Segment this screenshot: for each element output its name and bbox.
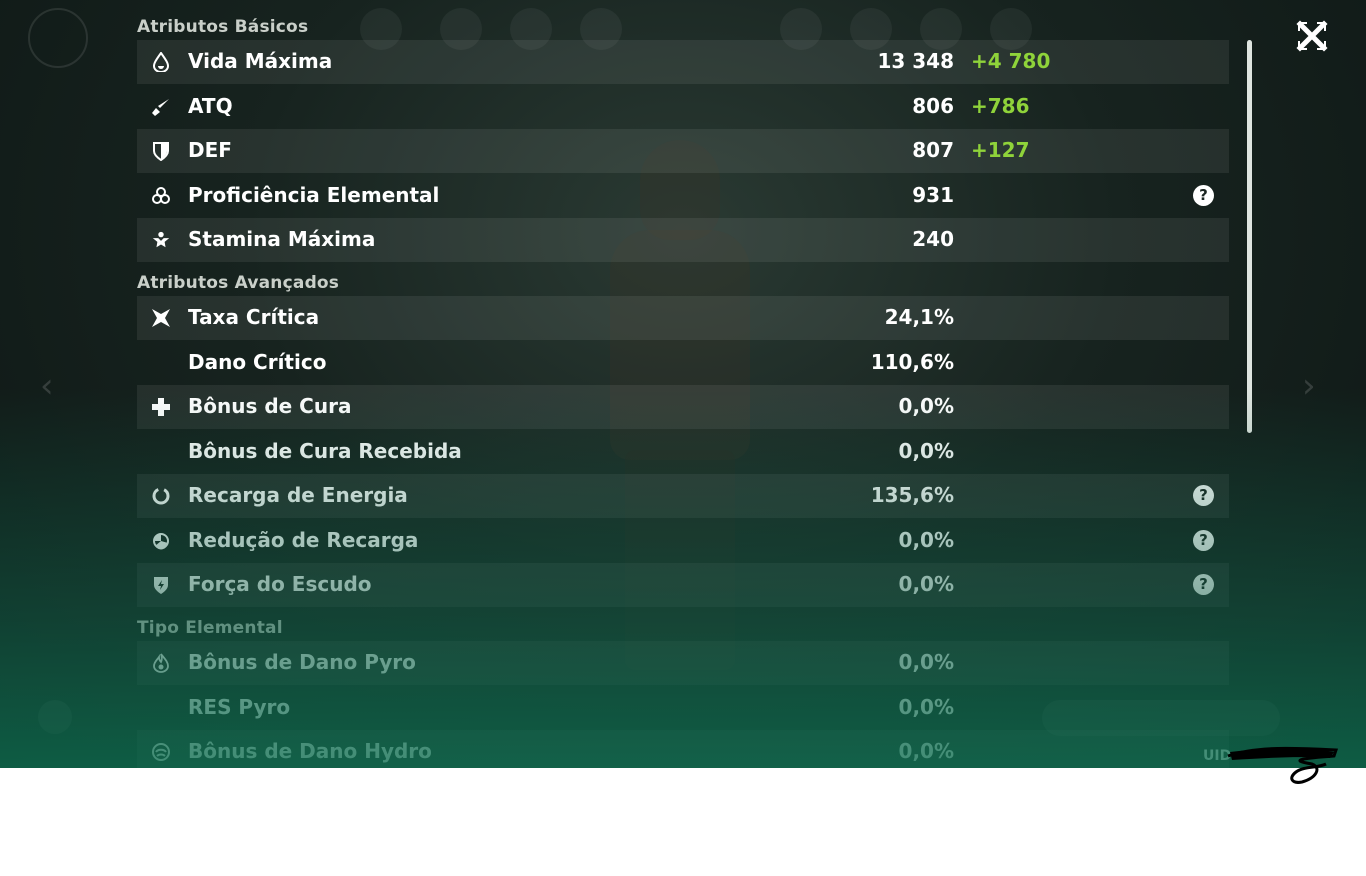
- background-party-avatar: [440, 8, 482, 50]
- stat-value: 0,0%: [898, 527, 954, 552]
- stat-bonus: +786: [971, 93, 1030, 118]
- uid-label: UID: [1203, 748, 1232, 764]
- stat-value: 135,6%: [870, 483, 954, 507]
- background-character-body: [610, 230, 750, 460]
- background-party-avatar: [510, 8, 552, 50]
- stat-value: 0,0%: [898, 394, 954, 418]
- atk-sword-icon: [151, 97, 171, 117]
- stat-row-bonus-de-dano-hydro: Bônus de Dano Hydro 0,0%: [137, 730, 1229, 768]
- stat-row-bonus-de-dano-pyro: Bônus de Dano Pyro 0,0%: [137, 641, 1229, 685]
- stat-bonus: +127: [971, 138, 1030, 162]
- stat-value: 807: [912, 138, 954, 162]
- stat-value: 0,0%: [898, 572, 954, 596]
- stat-label: Bônus de Cura: [188, 394, 352, 418]
- stat-label: Vida Máxima: [188, 49, 333, 73]
- background-settings-icon: [38, 700, 72, 734]
- hp-drop-icon: [151, 52, 171, 72]
- section-title-advanced: Atributos Avançados: [137, 273, 340, 293]
- background-party-avatar: [850, 8, 892, 50]
- stat-label: RES Pyro: [188, 694, 291, 719]
- close-button[interactable]: [1296, 20, 1328, 52]
- stat-row-reducao-de-recarga: Redução de Recarga 0,0%?: [137, 519, 1229, 563]
- stat-label: Bônus de Dano Pyro: [188, 650, 416, 674]
- stat-value: 0,0%: [898, 694, 954, 719]
- stat-label: ATQ: [188, 93, 233, 118]
- stat-row-def: DEF 807 +127: [137, 129, 1229, 173]
- background-party-avatar: [360, 8, 402, 50]
- background-right-arrow-icon: ›: [1302, 366, 1316, 406]
- stat-row-bonus-de-cura: Bônus de Cura 0,0%: [137, 385, 1229, 429]
- background-character-legs: [625, 450, 735, 670]
- background-party-avatar: [580, 8, 622, 50]
- elemental-mastery-icon: [151, 186, 171, 206]
- stat-value: 0,0%: [898, 739, 954, 763]
- background-menu-icon: [28, 8, 88, 68]
- close-icon: [1296, 20, 1328, 52]
- stat-row-atq: ATQ 806 +786: [137, 85, 1229, 129]
- stat-row-stamina-maxima: Stamina Máxima 240: [137, 218, 1229, 262]
- stat-label: Taxa Crítica: [188, 305, 320, 329]
- stat-label: Recarga de Energia: [188, 483, 408, 507]
- stat-label: Redução de Recarga: [188, 527, 419, 552]
- stat-label: DEF: [188, 138, 232, 162]
- stat-value: 110,6%: [870, 349, 954, 374]
- help-icon[interactable]: ?: [1193, 574, 1214, 595]
- stat-value: 806: [912, 93, 954, 118]
- help-icon[interactable]: ?: [1193, 485, 1214, 506]
- game-screen: ‹ › Atributos Básicos Vida Máxima 13 348 +…: [0, 0, 1366, 768]
- section-title-elemental: Tipo Elemental: [137, 618, 283, 638]
- stat-row-res-pyro: RES Pyro 0,0%: [137, 686, 1229, 730]
- stat-label: Proficiência Elemental: [188, 182, 440, 207]
- stat-row-vida-maxima: Vida Máxima 13 348 +4 780: [137, 40, 1229, 84]
- section-title-basic: Atributos Básicos: [137, 17, 309, 37]
- background-left-arrow-icon: ‹: [40, 366, 54, 406]
- stat-row-bonus-de-cura-recebida: Bônus de Cura Recebida 0,0%: [137, 430, 1229, 474]
- help-icon[interactable]: ?: [1193, 529, 1214, 551]
- healing-cross-icon: [151, 397, 171, 417]
- pyro-icon: [151, 653, 171, 673]
- stat-row-forca-do-escudo: Força do Escudo 0,0%?: [137, 563, 1229, 607]
- stat-label: Bônus de Dano Hydro: [188, 739, 432, 763]
- attributes-panel: Atributos Básicos Vida Máxima 13 348 +4 78…: [137, 0, 1229, 768]
- stat-label: Bônus de Cura Recebida: [188, 438, 462, 463]
- cd-reduction-icon: [151, 531, 171, 551]
- background-party-avatar: [920, 8, 962, 50]
- stat-value: 240: [912, 227, 954, 251]
- background-character-head: [640, 140, 720, 240]
- stat-row-proficiencia-elemental: Proficiência Elemental 931?: [137, 174, 1229, 218]
- stat-label: Dano Crítico: [188, 349, 327, 374]
- help-icon[interactable]: ?: [1193, 184, 1214, 206]
- stat-label: Força do Escudo: [188, 572, 372, 596]
- stat-bonus: +4 780: [971, 49, 1051, 73]
- background-party-avatar: [780, 8, 822, 50]
- background-button: [1042, 700, 1280, 736]
- stamina-icon: [151, 230, 171, 250]
- stat-row-dano-critico: Dano Crítico 110,6%: [137, 341, 1229, 385]
- scrollbar[interactable]: [1247, 40, 1252, 433]
- stat-label: Stamina Máxima: [188, 227, 376, 251]
- stat-row-taxa-critica: Taxa Crítica 24,1%: [137, 296, 1229, 340]
- stat-value: 0,0%: [898, 650, 954, 674]
- crit-rate-icon: [151, 308, 171, 328]
- shield-strength-icon: [151, 575, 171, 595]
- stat-row-recarga-de-energia: Recarga de Energia 135,6%?: [137, 474, 1229, 518]
- stat-value: 24,1%: [884, 305, 954, 329]
- stat-value: 931: [912, 182, 954, 207]
- energy-recharge-icon: [151, 486, 171, 506]
- background-party-avatar: [990, 8, 1032, 50]
- redaction-scribble: [1227, 746, 1338, 784]
- stat-value: 13 348: [877, 49, 954, 73]
- def-shield-icon: [151, 141, 171, 161]
- hydro-icon: [151, 742, 171, 762]
- stat-value: 0,0%: [898, 438, 954, 463]
